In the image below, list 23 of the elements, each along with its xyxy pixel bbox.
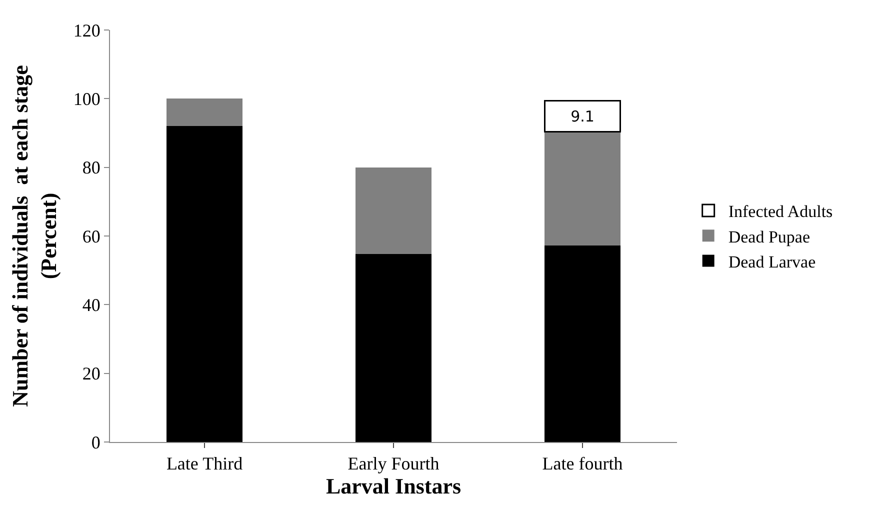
legend-label: Dead Larvae: [728, 252, 816, 272]
bar: [166, 98, 242, 126]
legend-label: Infected Adults: [728, 202, 833, 222]
x-tick-label: Late Third: [166, 454, 243, 474]
x-tick-label: Late fourth: [542, 454, 623, 474]
bar: [544, 245, 620, 442]
y-axis-title: Number of individuals at each stage (Percent): [8, 64, 62, 407]
x-axis-title: Larval Instars: [326, 474, 462, 499]
bar: [356, 167, 432, 254]
legend-label: Dead Pupae: [728, 227, 810, 246]
y-tick-label: 120: [73, 20, 100, 40]
bar: [166, 126, 242, 442]
y-tick-label: 60: [82, 226, 100, 246]
y-tick-label: 0: [91, 432, 100, 452]
y-tick-label: 40: [82, 294, 100, 315]
y-tick-label: 80: [82, 158, 100, 178]
data-label: 9.1: [570, 107, 594, 126]
y-tick-label: 100: [73, 88, 100, 109]
bar: [356, 254, 432, 442]
bar: [544, 132, 620, 246]
x-tick-label: Early Fourth: [348, 454, 440, 474]
y-tick-label: 20: [82, 364, 100, 384]
bar: [544, 100, 622, 133]
